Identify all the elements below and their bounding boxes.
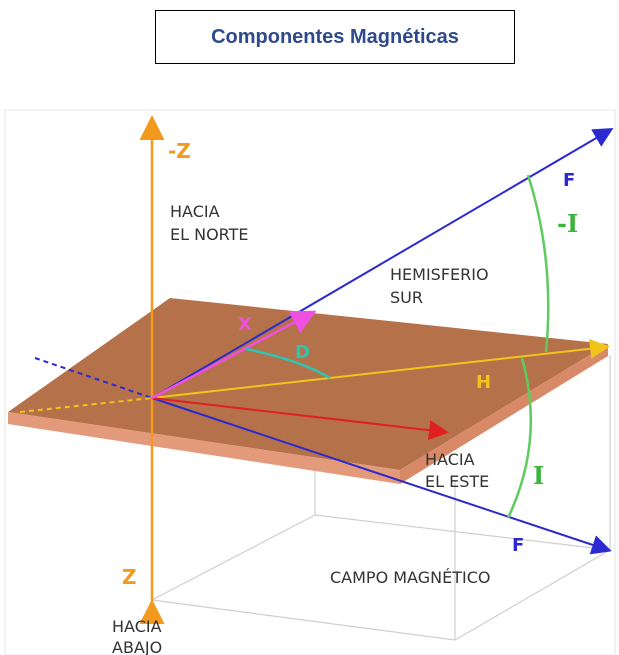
label: -Z xyxy=(168,139,191,163)
label: F xyxy=(563,170,575,191)
label: X xyxy=(238,314,252,335)
h-vector xyxy=(151,338,610,399)
label: SUR xyxy=(390,288,423,307)
label: ABAJO xyxy=(112,638,162,655)
east-vector xyxy=(151,397,449,441)
title: Componentes Magnéticas xyxy=(211,25,459,48)
label: I xyxy=(533,461,544,490)
label: CAMPO MAGNÉTICO xyxy=(330,568,490,587)
label: HEMISFERIO xyxy=(390,265,489,284)
label: HACIA xyxy=(112,617,162,636)
label: HACIA xyxy=(425,450,475,469)
d-arc xyxy=(245,347,331,380)
x-vector xyxy=(151,310,317,400)
h-dashed xyxy=(19,397,153,413)
plane-edge xyxy=(8,412,400,484)
neg-i-arc xyxy=(526,174,550,353)
f-dashed xyxy=(34,357,153,399)
label: D xyxy=(295,342,310,363)
label: HACIA xyxy=(170,202,220,221)
label: EL NORTE xyxy=(170,225,249,244)
label: H xyxy=(476,372,491,393)
f-upper-vector xyxy=(151,127,614,399)
wireframe xyxy=(151,355,611,641)
plane-edge xyxy=(400,344,608,484)
title-box: Componentes Magnéticas xyxy=(155,10,515,64)
label: F xyxy=(512,535,524,556)
i-arc xyxy=(506,357,533,519)
label: Z xyxy=(122,565,137,589)
f-lower-vector xyxy=(151,397,612,555)
label: -I xyxy=(557,209,578,238)
label: EL ESTE xyxy=(425,472,489,491)
